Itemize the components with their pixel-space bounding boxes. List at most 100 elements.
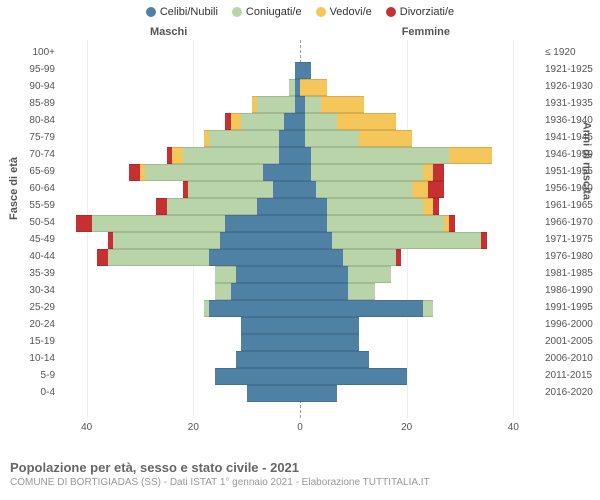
bar-segment xyxy=(321,96,364,113)
birth-label: ≤ 1920 xyxy=(545,44,600,61)
x-tick: 20 xyxy=(401,422,412,433)
male-bar xyxy=(183,181,300,196)
x-axis: 402002040 xyxy=(60,422,540,436)
age-label: 75-79 xyxy=(0,129,55,146)
x-tick: 0 xyxy=(297,422,303,433)
birth-label: 1971-1975 xyxy=(545,231,600,248)
male-bar xyxy=(215,283,300,298)
bar-segment xyxy=(113,232,220,249)
birth-label: 1976-1980 xyxy=(545,248,600,265)
female-bar xyxy=(300,249,401,264)
male-bar xyxy=(252,96,300,111)
y-axis-birth-labels: ≤ 19201921-19251926-19301931-19351936-19… xyxy=(545,44,600,401)
age-label: 50-54 xyxy=(0,214,55,231)
age-label: 15-19 xyxy=(0,333,55,350)
y-axis-age-labels: 100+95-9990-9485-8980-8475-7970-7465-696… xyxy=(0,44,55,401)
bar-segment xyxy=(305,113,337,130)
bar-segment xyxy=(327,215,444,232)
bar-segment xyxy=(215,266,236,283)
pyramid-row xyxy=(60,350,540,367)
male-bar xyxy=(204,130,300,145)
bar-segment xyxy=(241,317,300,334)
birth-label: 1941-1945 xyxy=(545,129,600,146)
birth-label: 2016-2020 xyxy=(545,384,600,401)
pyramid-row xyxy=(60,129,540,146)
male-bar xyxy=(97,249,300,264)
legend-label: Coniugati/e xyxy=(246,6,302,18)
birth-label: 2011-2015 xyxy=(545,367,600,384)
bar-segment xyxy=(215,368,300,385)
age-label: 30-34 xyxy=(0,282,55,299)
age-label: 65-69 xyxy=(0,163,55,180)
male-bar xyxy=(236,351,300,366)
birth-label: 1956-1960 xyxy=(545,180,600,197)
bar-segment xyxy=(305,130,358,147)
age-label: 60-64 xyxy=(0,180,55,197)
birth-label: 1946-1950 xyxy=(545,146,600,163)
age-label: 70-74 xyxy=(0,146,55,163)
birth-label: 1936-1940 xyxy=(545,112,600,129)
male-bar xyxy=(76,215,300,230)
pyramid-row xyxy=(60,384,540,401)
male-bar xyxy=(215,368,300,383)
female-bar xyxy=(300,130,412,145)
birth-label: 1966-1970 xyxy=(545,214,600,231)
bar-segment xyxy=(257,96,294,113)
pyramid-row xyxy=(60,146,540,163)
pyramid-row xyxy=(60,333,540,350)
male-bar xyxy=(247,385,300,400)
bar-segment xyxy=(172,147,183,164)
age-label: 95-99 xyxy=(0,61,55,78)
bar-segment xyxy=(300,283,348,300)
birth-label: 1961-1965 xyxy=(545,197,600,214)
birth-label: 1931-1935 xyxy=(545,95,600,112)
bar-segment xyxy=(311,164,423,181)
male-bar xyxy=(204,300,300,315)
bar-segment xyxy=(300,249,343,266)
bar-segment xyxy=(423,164,434,181)
bar-segment xyxy=(300,385,337,402)
bar-segment xyxy=(247,385,300,402)
bar-segment xyxy=(300,351,369,368)
bar-segment xyxy=(332,232,481,249)
bar-segment xyxy=(300,147,311,164)
male-bar xyxy=(156,198,300,213)
pyramid-row xyxy=(60,95,540,112)
bar-segment xyxy=(300,215,327,232)
bar-segment xyxy=(337,113,396,130)
female-header: Femmine xyxy=(402,26,450,38)
birth-label: 1991-1995 xyxy=(545,299,600,316)
female-bar xyxy=(300,334,359,349)
bar-segment xyxy=(188,181,273,198)
age-label: 90-94 xyxy=(0,78,55,95)
female-bar xyxy=(300,96,364,111)
age-label: 80-84 xyxy=(0,112,55,129)
age-label: 20-24 xyxy=(0,316,55,333)
bar-segment xyxy=(92,215,225,232)
age-label: 25-29 xyxy=(0,299,55,316)
bar-segment xyxy=(129,164,140,181)
female-bar xyxy=(300,181,444,196)
female-bar xyxy=(300,300,433,315)
legend-item: Vedovi/e xyxy=(316,6,372,18)
pyramid-row xyxy=(60,197,540,214)
birth-label: 1951-1955 xyxy=(545,163,600,180)
bar-segment xyxy=(305,96,321,113)
male-bar xyxy=(129,164,300,179)
female-bar xyxy=(300,385,337,400)
bar-segment xyxy=(167,198,258,215)
pyramid-row xyxy=(60,316,540,333)
male-bar xyxy=(241,317,300,332)
pyramid-rows xyxy=(60,44,540,401)
legend-label: Celibi/Nubili xyxy=(160,6,218,18)
bar-segment xyxy=(343,249,396,266)
bar-segment xyxy=(241,113,284,130)
bar-segment xyxy=(423,198,434,215)
bar-segment xyxy=(236,351,300,368)
bar-segment xyxy=(300,317,359,334)
female-bar xyxy=(300,351,369,366)
bar-segment xyxy=(279,147,300,164)
bar-segment xyxy=(300,62,311,79)
pyramid-row xyxy=(60,61,540,78)
pyramid-row xyxy=(60,180,540,197)
